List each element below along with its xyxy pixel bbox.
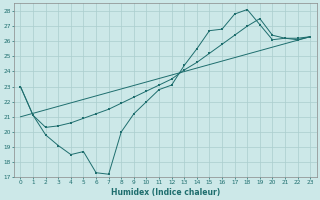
X-axis label: Humidex (Indice chaleur): Humidex (Indice chaleur) xyxy=(111,188,220,197)
